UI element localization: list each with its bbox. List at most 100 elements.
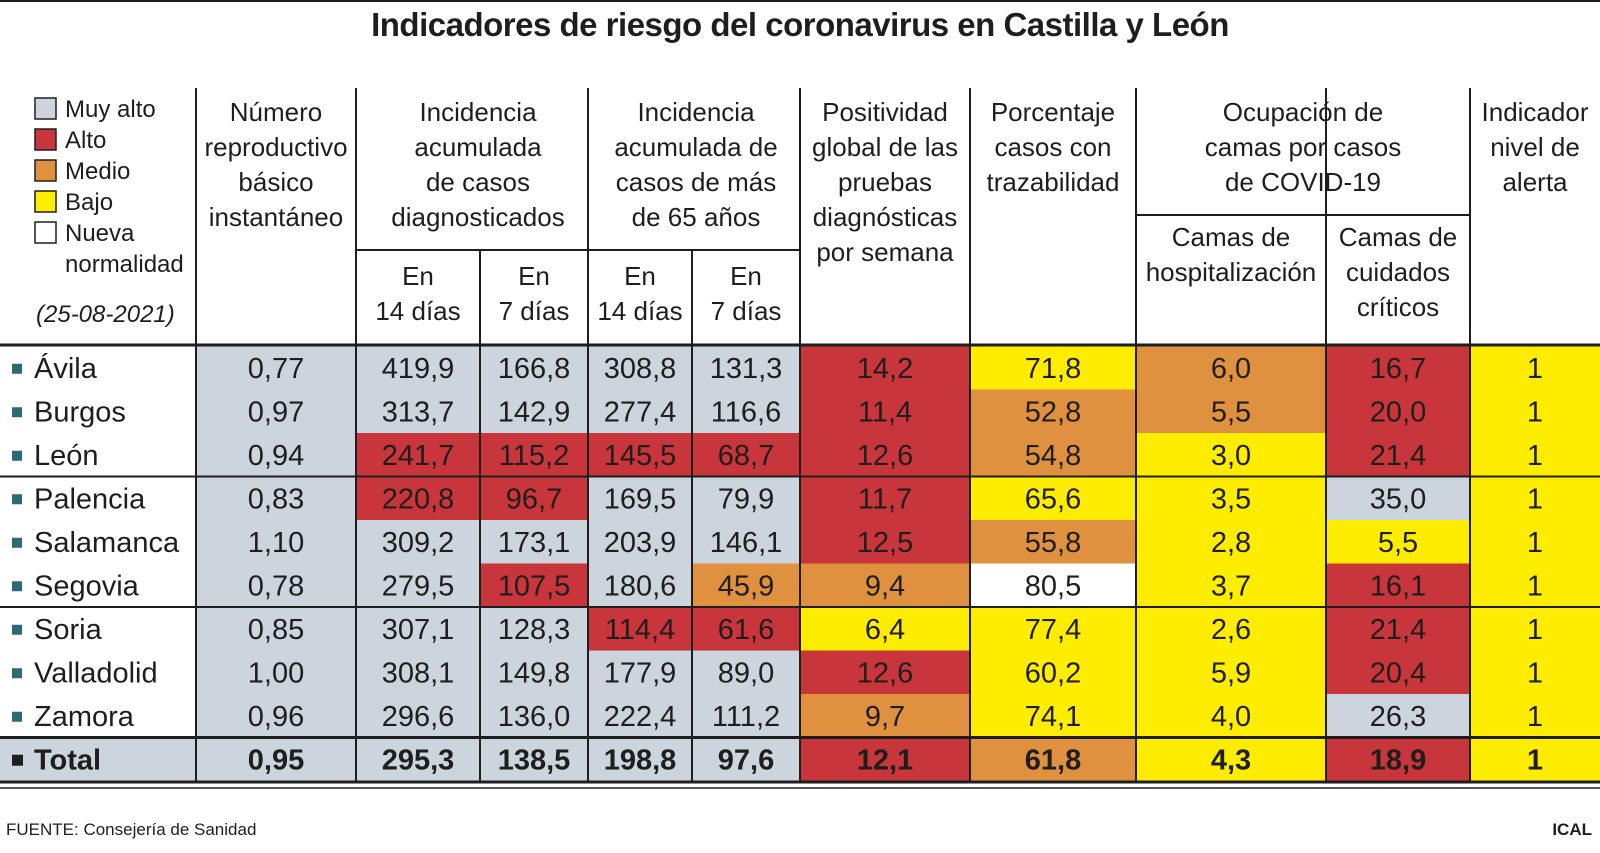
- cell-value-r9-c1: 295,3: [382, 744, 455, 776]
- cell-bg-r1-c8: [1326, 389, 1470, 433]
- cell-value-r4-c1: 309,2: [382, 527, 455, 559]
- cell-value-r6-c4: 61,6: [718, 614, 774, 646]
- cell-bg-r0-c1: [356, 346, 480, 390]
- legend-label-1: Alto: [65, 127, 106, 154]
- cell-bg-r6-c7: [1136, 607, 1326, 651]
- cell-value-r3-c3: 169,5: [604, 483, 677, 515]
- cell-value-r5-c0: 0,78: [248, 570, 304, 602]
- cell-value-r5-c8: 16,1: [1370, 570, 1426, 602]
- header-trazabilidad-line-1: casos con: [994, 132, 1111, 162]
- cell-value-r1-c1: 313,7: [382, 396, 455, 428]
- cell-bg-r7-c1: [356, 650, 480, 694]
- legend-date: (25-08-2021): [36, 301, 175, 328]
- cell-value-r2-c5: 12,6: [857, 440, 913, 472]
- row-bullet-6: [12, 624, 22, 635]
- header-alerta-line-1: nivel de: [1490, 132, 1580, 162]
- cell-bg-r4-c6: [970, 520, 1136, 564]
- cell-bg-r9-c8: [1326, 737, 1470, 781]
- cell-value-r2-c7: 3,0: [1211, 440, 1251, 472]
- cell-value-r6-c5: 6,4: [865, 614, 905, 646]
- cell-value-r2-c8: 21,4: [1370, 440, 1426, 472]
- header-incidencia-line-2: de casos: [426, 167, 530, 197]
- cell-bg-r9-c6: [970, 737, 1136, 781]
- cell-value-r0-c6: 71,8: [1025, 353, 1081, 385]
- cell-bg-r7-c5: [800, 650, 970, 694]
- cell-value-r3-c8: 35,0: [1370, 483, 1426, 515]
- legend-label-0: Muy alto: [65, 96, 156, 123]
- cell-bg-r5-c1: [356, 563, 480, 607]
- cell-value-r9-c6: 61,8: [1025, 744, 1081, 776]
- cell-value-r7-c9: 1: [1527, 657, 1543, 689]
- cell-bg-r2-c1: [356, 433, 480, 477]
- header-subcol-2-line-1: 14 días: [597, 296, 682, 326]
- cell-value-r3-c6: 65,6: [1025, 483, 1081, 515]
- cell-bg-r5-c7: [1136, 563, 1326, 607]
- header-positividad-line-4: por semana: [816, 237, 954, 267]
- cell-value-r9-c0: 0,95: [248, 744, 304, 776]
- header-reproductivo-line-0: Número: [230, 97, 322, 127]
- cell-bg-r9-c4: [692, 737, 800, 781]
- cell-bg-r3-c6: [970, 476, 1136, 520]
- total-label-bg: [0, 737, 196, 781]
- cell-value-r1-c7: 5,5: [1211, 396, 1251, 428]
- cell-value-r4-c7: 2,8: [1211, 527, 1251, 559]
- cell-bg-r1-c7: [1136, 389, 1326, 433]
- cell-bg-r1-c3: [588, 389, 692, 433]
- cell-value-r3-c2: 96,7: [506, 483, 562, 515]
- cell-bg-r0-c9: [1470, 346, 1600, 390]
- cell-value-r5-c7: 3,7: [1211, 570, 1251, 602]
- row-bullet-0: [12, 363, 22, 374]
- source-note: FUENTE: Consejería de Sanidad: [6, 820, 257, 839]
- cell-value-r7-c8: 20,4: [1370, 657, 1426, 689]
- cell-bg-r7-c4: [692, 650, 800, 694]
- cell-value-r6-c2: 128,3: [498, 614, 571, 646]
- cell-value-r4-c6: 55,8: [1025, 527, 1081, 559]
- cell-value-r2-c3: 145,5: [604, 440, 677, 472]
- cell-bg-r4-c5: [800, 520, 970, 564]
- row-bullet-8: [12, 711, 22, 722]
- cell-bg-r1-c1: [356, 389, 480, 433]
- cell-bg-r8-c5: [800, 694, 970, 738]
- cell-value-r7-c0: 1,00: [248, 657, 304, 689]
- cell-bg-r2-c7: [1136, 433, 1326, 477]
- cell-value-r0-c9: 1: [1527, 353, 1543, 385]
- cell-value-r4-c3: 203,9: [604, 527, 677, 559]
- cell-bg-r7-c3: [588, 650, 692, 694]
- header-trazabilidad-line-2: trazabilidad: [987, 167, 1120, 197]
- header-alerta-line-2: alerta: [1502, 167, 1568, 197]
- cell-bg-r1-c4: [692, 389, 800, 433]
- cell-value-r8-c1: 296,6: [382, 701, 455, 733]
- row-label-6: Soria: [34, 614, 103, 646]
- header-trazabilidad-line-0: Porcentaje: [991, 97, 1115, 127]
- cell-bg-r9-c7: [1136, 737, 1326, 781]
- cell-value-r8-c5: 9,7: [865, 701, 905, 733]
- header-incidencia65-line-0: Incidencia: [637, 97, 755, 127]
- row-label-2: León: [34, 440, 99, 472]
- legend-label-4: Nueva: [65, 220, 135, 247]
- row-label-3: Palencia: [34, 483, 146, 515]
- cell-bg-r8-c6: [970, 694, 1136, 738]
- cell-value-r5-c1: 279,5: [382, 570, 455, 602]
- cell-bg-r0-c8: [1326, 346, 1470, 390]
- cell-bg-r3-c1: [356, 476, 480, 520]
- header-reproductivo-line-2: básico: [238, 167, 313, 197]
- cell-bg-r9-c0: [196, 737, 356, 781]
- cell-bg-r2-c4: [692, 433, 800, 477]
- cell-value-r2-c0: 0,94: [248, 440, 304, 472]
- cell-bg-r4-c4: [692, 520, 800, 564]
- header-positividad-line-3: diagnósticas: [813, 202, 958, 232]
- cell-value-r1-c6: 52,8: [1025, 396, 1081, 428]
- cell-value-r8-c9: 1: [1527, 701, 1543, 733]
- cell-bg-r0-c3: [588, 346, 692, 390]
- cell-value-r1-c8: 20,0: [1370, 396, 1426, 428]
- cell-value-r6-c0: 0,85: [248, 614, 304, 646]
- cell-value-r3-c0: 0,83: [248, 483, 304, 515]
- cell-value-r2-c4: 68,7: [718, 440, 774, 472]
- cell-bg-r5-c0: [196, 563, 356, 607]
- cell-bg-r8-c8: [1326, 694, 1470, 738]
- cell-value-r7-c2: 149,8: [498, 657, 571, 689]
- cell-bg-r1-c0: [196, 389, 356, 433]
- cell-value-r8-c4: 111,2: [712, 701, 780, 733]
- cell-bg-r6-c6: [970, 607, 1136, 651]
